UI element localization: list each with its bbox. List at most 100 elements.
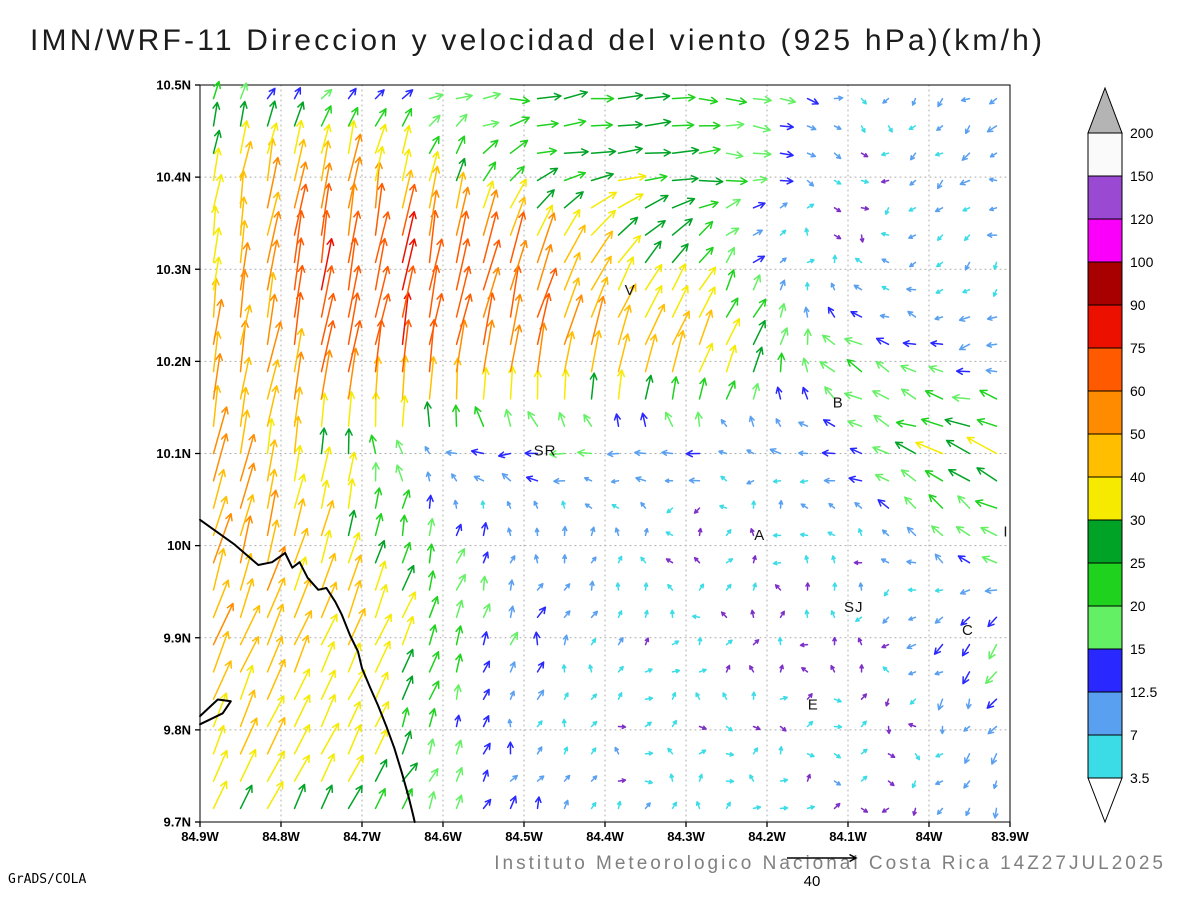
wind-arrow — [803, 306, 810, 318]
wind-arrow — [634, 449, 647, 457]
y-tick-label: 10N — [167, 538, 191, 553]
colorbar-label: 30 — [1130, 512, 1146, 528]
wind-arrow — [536, 204, 554, 236]
wind-arrow — [915, 441, 944, 455]
wind-arrow — [644, 173, 668, 182]
wind-arrow — [671, 93, 696, 102]
wind-arrow — [482, 211, 499, 264]
wind-arrow — [533, 369, 542, 400]
wind-arrow — [212, 129, 222, 154]
wind-arrow — [989, 206, 998, 212]
wind-arrow — [590, 638, 597, 646]
wind-arrow — [617, 234, 642, 264]
wind-arrow — [266, 635, 284, 673]
wind-arrow — [455, 210, 470, 264]
wind-arrow — [320, 265, 335, 318]
wind-arrow — [806, 773, 812, 782]
colorbar-label: 15 — [1130, 641, 1146, 657]
wind-arrow — [374, 237, 388, 291]
wind-arrow — [778, 746, 784, 755]
wind-arrow — [373, 356, 382, 400]
wind-arrow — [293, 291, 304, 346]
wind-arrow — [906, 643, 917, 650]
wind-arrow — [374, 512, 384, 537]
wind-arrow — [482, 603, 491, 619]
wind-arrow — [239, 304, 253, 346]
wind-arrow — [401, 541, 412, 564]
wind-arrow — [799, 479, 809, 484]
wind-arrow — [860, 97, 867, 105]
wind-arrow — [508, 605, 516, 619]
wind-arrow — [936, 234, 944, 241]
wind-arrow — [959, 179, 971, 186]
wind-arrow — [617, 256, 635, 291]
wind-arrow — [482, 688, 490, 700]
colorbar-label: 100 — [1130, 254, 1154, 270]
wind-arrow — [725, 317, 741, 346]
wind-arrow — [293, 183, 309, 236]
wind-arrow — [853, 284, 863, 291]
wind-arrow — [455, 113, 468, 127]
wind-arrow — [804, 227, 810, 236]
wind-arrow — [428, 651, 440, 673]
wind-arrow — [806, 720, 814, 728]
axis-tick-labels: 84.9W 84.8W 84.7W 84.6W 84.5W 84.4W 84.3W 84.2W… — [156, 78, 1029, 845]
wind-arrow — [266, 359, 280, 400]
wind-arrow — [880, 179, 890, 184]
wind-arrow — [212, 602, 235, 646]
wind-arrow — [934, 670, 944, 676]
wind-arrow — [644, 527, 649, 537]
y-tick-label: 9.8N — [164, 722, 191, 737]
wind-arrow — [239, 409, 251, 455]
wind-arrow — [401, 648, 414, 673]
wind-arrow — [428, 680, 440, 700]
wind-arrow — [749, 665, 755, 673]
wind-arrow — [749, 774, 755, 782]
wind-arrow — [962, 671, 971, 685]
wind-arrow — [992, 780, 998, 790]
wind-arrow — [400, 354, 409, 400]
wind-arrow — [480, 500, 486, 509]
wind-arrow — [428, 150, 440, 182]
wind-arrow — [695, 801, 701, 810]
wind-arrow — [266, 519, 280, 564]
wind-arrow — [644, 696, 654, 701]
wind-arrow — [617, 369, 626, 400]
wind-arrow — [875, 337, 890, 346]
wind-arrow — [698, 246, 714, 264]
colorbar-band — [1087, 261, 1123, 306]
wind-arrow — [347, 579, 363, 619]
wind-arrow — [497, 451, 512, 459]
wind-arrow — [347, 347, 359, 400]
wind-arrow — [611, 504, 620, 509]
wind-arrow — [395, 464, 404, 482]
wind-arrow — [965, 698, 972, 710]
wind-arrow — [590, 121, 614, 130]
wind-arrow — [806, 258, 815, 264]
y-tick-label: 9.9N — [164, 630, 191, 645]
wind-arrow — [698, 583, 705, 591]
wind-arrow — [293, 473, 307, 509]
reference-vector-line — [787, 853, 858, 863]
wind-arrow — [401, 489, 411, 509]
wind-arrow — [879, 313, 890, 319]
wind-arrow — [698, 121, 721, 130]
wind-arrow — [293, 237, 305, 291]
wind-arrow — [725, 246, 735, 264]
wind-arrow — [725, 380, 736, 400]
wind-arrow — [536, 292, 552, 346]
wind-arrow — [536, 720, 543, 728]
wind-arrow — [501, 472, 512, 482]
wind-arrow — [832, 254, 838, 264]
wind-arrow — [806, 152, 817, 158]
wind-arrow — [698, 146, 721, 155]
wind-arrow — [563, 610, 571, 619]
wind-arrow — [424, 446, 431, 455]
wind-arrow — [293, 610, 313, 646]
wind-arrow — [428, 595, 439, 619]
wind-arrow — [644, 285, 663, 318]
wind-arrow — [536, 775, 545, 782]
wind-arrow — [860, 152, 869, 158]
wind-arrow — [453, 499, 459, 509]
wind-arrow — [775, 418, 782, 427]
